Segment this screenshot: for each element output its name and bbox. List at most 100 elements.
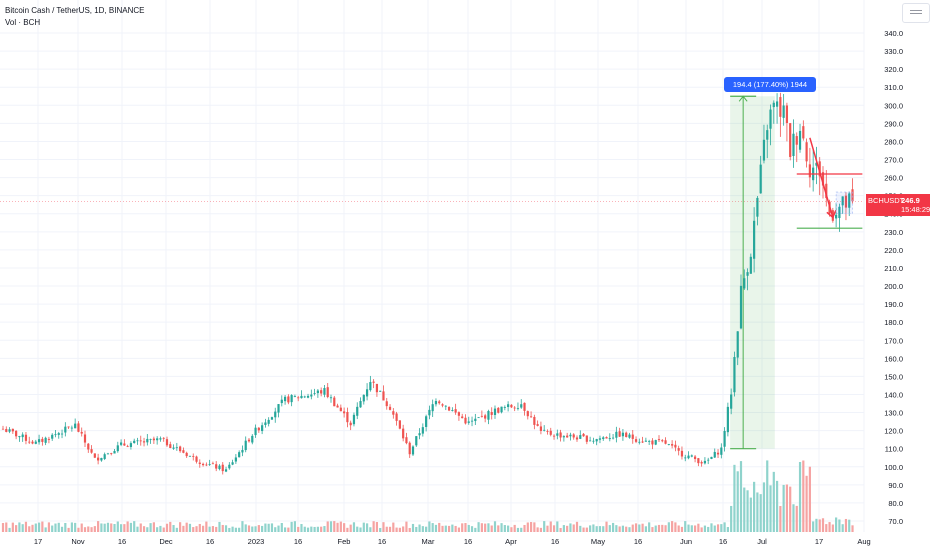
projection-arrowhead: [826, 210, 837, 219]
tradingview-menu-icon[interactable]: [902, 3, 930, 23]
candle-body: [523, 402, 526, 411]
candle-body: [159, 438, 162, 440]
volume-bar: [713, 525, 716, 532]
candle-body: [628, 434, 631, 438]
volume-bar: [402, 526, 405, 532]
volume-bar: [798, 461, 802, 532]
volume-bar: [388, 526, 392, 532]
volume-bar: [208, 526, 211, 532]
candle-body: [510, 404, 513, 408]
volume-bar: [336, 522, 339, 532]
candle-body: [87, 443, 90, 450]
candle-body: [283, 396, 287, 402]
candle-body: [664, 440, 667, 444]
candle-body: [543, 429, 546, 431]
volume-bar: [74, 522, 77, 532]
volume-bar: [575, 521, 579, 532]
candle-body: [657, 439, 661, 441]
volume-bar: [152, 522, 155, 532]
candle-body: [441, 404, 444, 406]
volume-bar: [31, 524, 34, 532]
candle-body: [346, 411, 349, 423]
y-tick-label: 260.0: [884, 174, 903, 183]
volume-bar: [693, 525, 697, 532]
candle-body: [457, 412, 461, 416]
candle-body: [44, 437, 47, 443]
volume-bar: [638, 524, 641, 532]
volume-bar: [710, 523, 713, 532]
volume-bar: [313, 526, 316, 532]
volume-bar: [493, 521, 497, 532]
volume-bar: [103, 523, 106, 532]
volume-bar: [172, 525, 175, 532]
volume-bar: [398, 527, 401, 532]
candle-body: [513, 407, 516, 409]
volume-bar: [684, 521, 687, 532]
volume-bar: [723, 522, 726, 532]
y-tick-label: 230.0: [884, 228, 903, 237]
volume-bar: [211, 526, 215, 532]
candle-body: [562, 436, 565, 438]
volume-bar: [743, 487, 746, 532]
volume-bar: [631, 524, 634, 532]
volume-bar: [664, 525, 667, 532]
candle-body: [382, 391, 385, 401]
candle-body: [398, 420, 401, 429]
candle-body: [182, 450, 185, 453]
candle-body: [497, 407, 500, 413]
volume-bar: [592, 524, 595, 532]
volume-bar: [569, 523, 572, 532]
candle-body: [598, 438, 602, 440]
volume-bar: [142, 526, 146, 532]
candle-body: [444, 405, 447, 407]
y-tick-label: 320.0: [884, 65, 903, 74]
volume-bar: [671, 521, 674, 532]
candle-body: [224, 469, 228, 472]
candle-body: [431, 404, 434, 412]
candle-body: [470, 420, 474, 422]
y-tick-label: 190.0: [884, 300, 903, 309]
volume-bar: [175, 527, 178, 532]
projection-arrow: [809, 137, 834, 218]
volume-bar: [247, 525, 251, 532]
candle-body: [5, 429, 8, 432]
y-tick-label: 70.0: [888, 517, 903, 526]
consolidation-box: [835, 191, 853, 215]
candle-body: [687, 455, 690, 459]
volume-bar: [454, 525, 457, 532]
candle-body: [743, 278, 746, 289]
price-tag-value: 246.9: [901, 196, 920, 205]
volume-bar: [700, 527, 703, 532]
candle-body: [552, 435, 556, 437]
volume-bar: [579, 525, 582, 532]
candle-body: [405, 437, 408, 444]
volume-bar: [566, 525, 569, 532]
candle-body: [162, 437, 165, 439]
volume-bar: [654, 525, 657, 532]
candle-body: [697, 458, 700, 464]
volume-bar: [15, 525, 18, 532]
volume-bar: [159, 525, 162, 532]
candle-body: [205, 464, 208, 466]
candle-body: [24, 434, 28, 441]
volume-bar: [310, 526, 313, 532]
candle-body: [310, 394, 313, 397]
volume-bar: [529, 521, 533, 532]
volume-bar: [818, 519, 821, 532]
volume-bar: [503, 525, 506, 532]
candle-body: [821, 172, 825, 186]
measure-label: 194.4 (177.40%) 1944: [724, 77, 816, 92]
volume-bar: [5, 522, 8, 532]
candle-body: [539, 426, 543, 431]
volume-bar: [411, 523, 415, 532]
volume-bar: [162, 527, 165, 532]
x-tick-label: Apr: [505, 537, 517, 546]
volume-bar: [756, 492, 759, 532]
volume-bar: [716, 524, 720, 532]
candle-body: [848, 193, 851, 208]
candle-body: [631, 434, 634, 439]
volume-bar: [730, 505, 733, 532]
volume-bar: [441, 525, 444, 532]
candle-body: [808, 164, 811, 178]
